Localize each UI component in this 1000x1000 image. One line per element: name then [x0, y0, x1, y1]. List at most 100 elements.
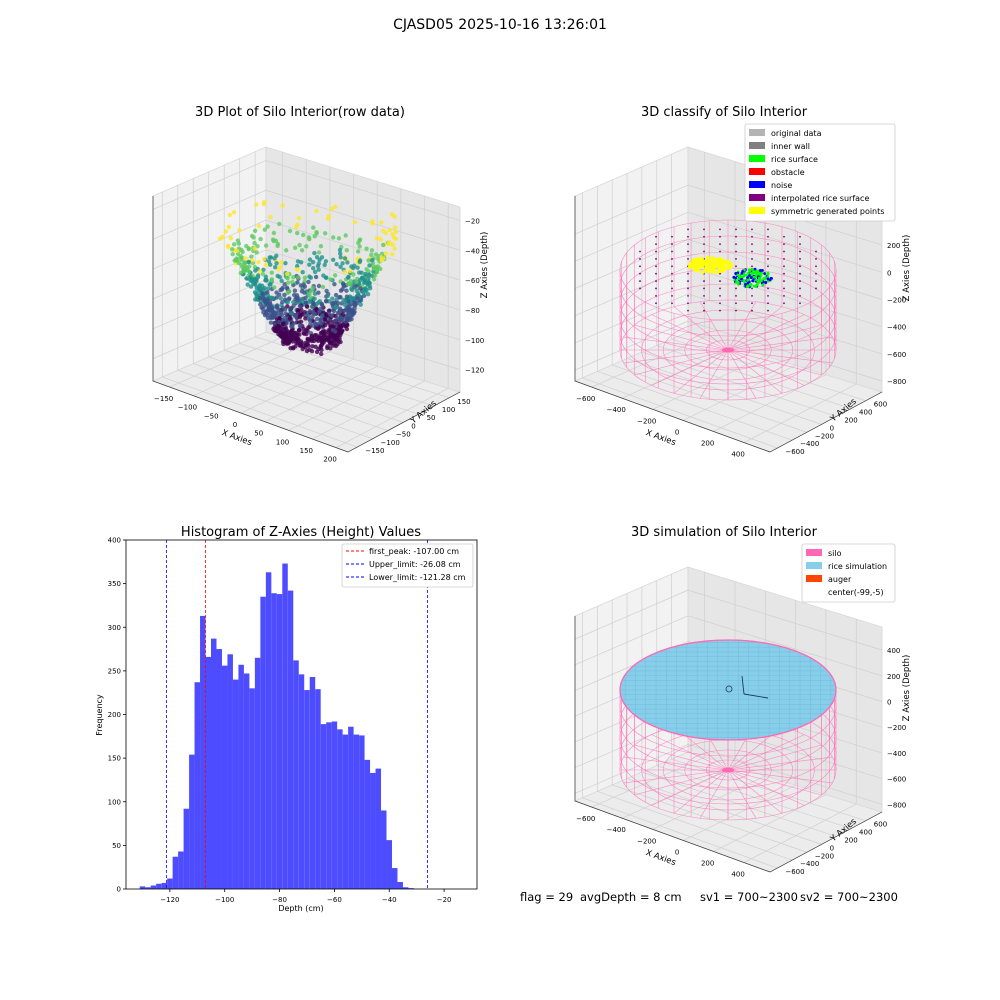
y-gridline — [656, 765, 852, 829]
rice-point — [755, 272, 759, 276]
data-point — [288, 310, 293, 316]
interpolated-point — [719, 302, 721, 305]
floor-spoke — [727, 349, 805, 386]
interpolated-point — [799, 235, 801, 238]
data-point — [279, 278, 284, 284]
interpolated-point — [767, 302, 769, 305]
data-point — [345, 313, 350, 318]
data-point — [302, 290, 307, 295]
y-tick-label: 400 — [859, 409, 872, 417]
histogram-bar — [194, 682, 201, 889]
silo-top-rim — [619, 639, 837, 741]
data-point — [338, 315, 344, 320]
floor-spoke — [699, 769, 729, 819]
interpolated-point — [767, 309, 769, 312]
x-gridline — [743, 803, 857, 863]
y-tick-label: −400 — [800, 860, 819, 868]
data-point — [295, 267, 300, 272]
legend-swatch — [806, 549, 822, 556]
figure-suptitle: CJASD05 2025-10-16 13:26:01 — [393, 17, 607, 33]
histogram-bar — [200, 615, 206, 889]
symmetric-point — [693, 268, 697, 272]
data-point — [226, 244, 231, 250]
interpolated-point — [783, 243, 785, 246]
data-point — [305, 341, 310, 347]
data-point — [341, 281, 346, 286]
data-point — [319, 255, 325, 260]
data-point — [312, 250, 317, 256]
interpolated-point — [687, 280, 689, 282]
interpolated-point — [735, 250, 737, 253]
symmetric-point — [718, 264, 722, 268]
rice-point — [763, 272, 766, 275]
interpolated-point — [639, 250, 641, 253]
histogram-bar — [364, 759, 371, 889]
interpolated-point — [655, 250, 657, 253]
data-point — [275, 323, 281, 328]
data-point — [262, 199, 267, 205]
x-gridline — [288, 373, 402, 431]
data-point — [325, 344, 330, 349]
data-point — [300, 270, 305, 275]
floor-ring — [684, 329, 772, 371]
data-point — [227, 212, 232, 218]
floor-spoke — [727, 744, 822, 771]
data-point — [320, 284, 326, 290]
z-gridline — [687, 743, 883, 805]
data-point — [316, 290, 321, 295]
data-point — [280, 339, 286, 344]
data-point — [366, 258, 371, 263]
symmetric-point — [704, 260, 708, 264]
data-point — [369, 258, 375, 263]
x-tick-label: 50 — [254, 430, 263, 438]
data-point — [272, 285, 277, 290]
interpolated-point — [799, 258, 801, 260]
data-point — [262, 256, 267, 262]
y-tick-label: −600 — [785, 448, 804, 456]
data-point — [391, 235, 397, 240]
x-tick-label: 0 — [675, 428, 679, 436]
data-point — [331, 235, 336, 240]
data-point — [390, 242, 395, 247]
histogram-bar — [287, 590, 294, 889]
data-point — [296, 275, 301, 280]
x-tick-label: −200 — [637, 837, 656, 845]
data-point — [297, 327, 302, 333]
data-point — [346, 274, 351, 280]
y-tick-label: −200 — [815, 852, 834, 860]
rice-surface-points — [732, 267, 773, 289]
histogram-bar — [172, 856, 179, 889]
y-gridline — [626, 778, 822, 845]
rice-point — [743, 280, 746, 284]
data-point — [358, 302, 363, 307]
legend-swatch — [806, 562, 822, 569]
data-point — [317, 309, 322, 314]
data-point — [252, 278, 257, 283]
interpolated-point — [703, 250, 705, 253]
data-point — [274, 261, 279, 266]
x-tick-label: 200 — [323, 456, 336, 464]
interpolated-point — [783, 258, 785, 260]
data-point — [295, 259, 301, 264]
data-point — [325, 293, 330, 299]
data-point — [319, 351, 324, 357]
auger-marker — [725, 675, 769, 699]
z-gridline — [574, 589, 689, 640]
data-point — [378, 237, 383, 242]
x-tick-label: 0 — [233, 421, 237, 429]
data-point — [256, 273, 261, 278]
interpolated-point — [767, 258, 769, 260]
z-gridline — [574, 266, 689, 317]
data-point — [310, 285, 315, 291]
rice-point — [734, 280, 738, 284]
legend-label: inner wall — [771, 142, 810, 151]
y-tick-label: 200 — [844, 416, 857, 424]
rice-point — [748, 269, 752, 273]
rice-point — [760, 271, 763, 275]
x-tick-label: −120 — [160, 896, 179, 904]
z-gridline — [152, 160, 267, 210]
floor-spoke — [699, 301, 729, 351]
y-tick-label: 0 — [411, 422, 415, 430]
y-tick-label: −400 — [800, 440, 819, 448]
data-point — [294, 320, 300, 325]
